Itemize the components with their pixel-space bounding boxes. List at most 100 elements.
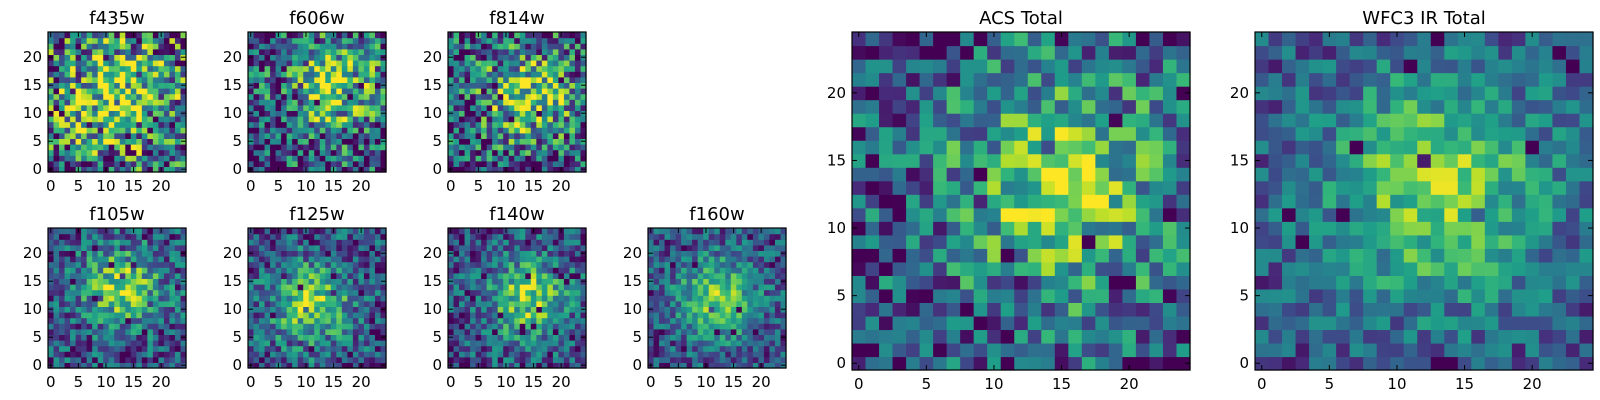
pixel-cell (569, 289, 576, 296)
pixel-cell (481, 48, 488, 55)
pixel-cell (530, 60, 537, 67)
pixel-cell (580, 312, 587, 319)
pixel-cell (325, 351, 332, 358)
pixel-cell (114, 76, 121, 83)
pixel-cell (86, 43, 93, 50)
pixel-cell (281, 127, 288, 134)
pixel-cell (879, 356, 894, 371)
pixel-cell (525, 356, 532, 363)
pixel-cell (81, 340, 88, 347)
pixel-cell (303, 48, 310, 55)
pixel-cell (552, 166, 559, 173)
pixel-cell (569, 356, 576, 363)
pixel-cell (503, 71, 510, 78)
pixel-cell (448, 323, 455, 330)
pixel-cell (325, 132, 332, 139)
pixel-cell (130, 116, 137, 123)
pixel-cell (459, 88, 466, 95)
pixel-cell (525, 166, 532, 173)
pixel-cell (81, 278, 88, 285)
pixel-cell (464, 228, 471, 235)
pixel-cell (141, 54, 148, 61)
pixel-cell (86, 289, 93, 296)
pixel-cell (1162, 329, 1178, 344)
pixel-cell (481, 71, 488, 78)
pixel-cell (53, 93, 60, 100)
pixel-cell (292, 267, 299, 274)
pixel-cell (141, 289, 148, 296)
pixel-cell (297, 351, 304, 358)
pixel-cell (92, 127, 99, 134)
pixel-cell (75, 160, 82, 167)
pixel-cell (933, 356, 948, 371)
pixel-cell (53, 76, 60, 83)
pixel-cell (752, 244, 759, 251)
pixel-cell (119, 272, 126, 279)
pixel-cell (987, 261, 1002, 276)
pixel-cell (1027, 342, 1042, 358)
pixel-cell (758, 278, 765, 285)
pixel-cell (136, 160, 143, 167)
pixel-cell (169, 312, 176, 319)
pixel-cell (525, 289, 532, 296)
pixel-cell (48, 48, 55, 55)
pixel-cell (960, 221, 975, 236)
pixel-cell (659, 233, 666, 240)
pixel-cell (248, 267, 255, 274)
pixel-cell (163, 149, 171, 156)
pixel-cell (653, 328, 660, 335)
pixel-cell (453, 160, 460, 167)
pixel-cell (558, 351, 565, 358)
pixel-cell (547, 267, 554, 274)
pixel-cell (270, 144, 277, 151)
pixel-cell (108, 121, 115, 128)
pixel-cell (64, 116, 71, 123)
pixel-cell (574, 267, 582, 274)
pixel-cell (141, 43, 148, 50)
pixel-cell (470, 345, 477, 352)
pixel-cell (180, 155, 187, 162)
pixel-cell (347, 93, 354, 100)
pixel-cell (758, 351, 765, 358)
pixel-cell (270, 233, 277, 240)
pixel-cell (114, 93, 121, 100)
pixel-cell (752, 284, 759, 291)
pixel-cell (314, 351, 321, 358)
pixel-cell (319, 71, 326, 78)
pixel-cell (325, 345, 332, 352)
pixel-cell (103, 76, 110, 83)
pixel-cell (141, 228, 148, 235)
pixel-cell (563, 244, 571, 251)
pixel-cell (97, 37, 104, 44)
pixel-cell (508, 82, 515, 89)
pixel-cell (552, 54, 559, 61)
pixel-cell (648, 261, 655, 268)
pixel-cell (1095, 329, 1110, 344)
pixel-cell (303, 356, 310, 363)
pixel-cell (558, 300, 565, 307)
pixel-cell (547, 88, 554, 95)
pixel-cell (114, 289, 121, 296)
pixel-cell (336, 295, 343, 302)
pixel-cell (53, 289, 60, 296)
pixel-cell (264, 272, 271, 279)
pixel-cell (297, 317, 304, 324)
x-tick-label: 0 (46, 177, 56, 195)
pixel-cell (147, 138, 154, 145)
pixel-cell (174, 267, 182, 274)
pixel-cell (919, 234, 934, 249)
pixel-cell (314, 43, 321, 50)
pixel-cell (319, 289, 326, 296)
pixel-cell (59, 233, 66, 240)
pixel-cell (86, 272, 93, 279)
pixel-cell (486, 110, 493, 117)
pixel-cell (1095, 180, 1110, 195)
pixel-cell (141, 132, 148, 139)
pixel-cell (697, 300, 704, 307)
pixel-cell (475, 76, 482, 83)
pixel-cell (297, 239, 304, 246)
pixel-cell (59, 88, 66, 95)
y-tick-label: 10 (623, 300, 642, 318)
pixel-cell (906, 275, 921, 290)
pixel-cell (330, 244, 337, 251)
